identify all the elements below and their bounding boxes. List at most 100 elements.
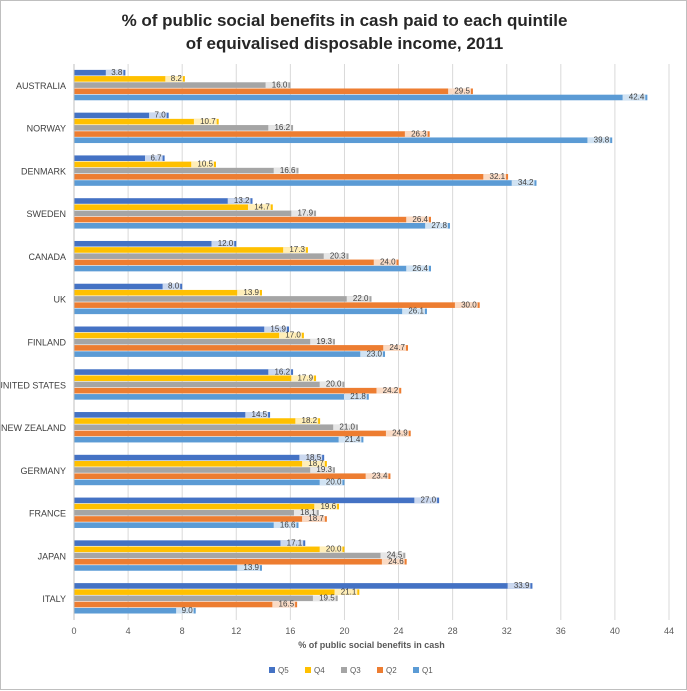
x-tick-label: 28: [448, 626, 458, 636]
x-tick-label: 8: [180, 626, 185, 636]
legend-swatch: [341, 667, 347, 673]
data-label-bg: [264, 326, 288, 333]
data-label: 20.0: [326, 545, 342, 554]
data-label-bg: [365, 473, 389, 480]
data-label-bg: [299, 454, 323, 461]
category-label: UK: [53, 295, 66, 305]
data-label: 24.5: [387, 551, 403, 560]
bar: [74, 338, 335, 345]
category-label: FINLAND: [27, 338, 66, 348]
data-label-bg: [373, 259, 397, 266]
data-label: 13.9: [243, 563, 259, 572]
category-label: SWEDEN: [26, 209, 66, 219]
x-tick-label: 0: [71, 626, 76, 636]
data-label: 17.3: [289, 245, 305, 254]
bar: [74, 180, 537, 186]
data-label: 22.0: [353, 294, 369, 303]
data-label: 16.2: [274, 123, 290, 132]
bar: [74, 424, 358, 431]
data-label-bg: [272, 601, 296, 608]
data-label: 21.0: [339, 422, 355, 431]
data-label-bg: [237, 289, 260, 296]
bar: [74, 387, 402, 394]
data-label-bg: [381, 558, 405, 565]
data-label-bg: [323, 253, 347, 259]
bar: [74, 503, 340, 510]
data-label: 20.3: [330, 251, 346, 260]
data-label: 10.5: [197, 160, 213, 169]
bar: [74, 381, 345, 388]
x-tick-label: 44: [664, 626, 674, 636]
bar: [74, 69, 126, 76]
data-label-bg: [425, 222, 448, 229]
legend-label: Q3: [350, 666, 361, 675]
data-label: 14.5: [252, 410, 268, 419]
data-label: 23.4: [372, 471, 388, 480]
bar: [74, 332, 304, 339]
category-label: FRANCE: [29, 509, 66, 519]
category-label: NORWAY: [27, 124, 66, 134]
data-label: 34.2: [518, 178, 534, 187]
data-label: 24.0: [380, 258, 396, 267]
bar: [74, 161, 216, 168]
bar: [74, 265, 431, 272]
data-label-bg: [334, 589, 358, 595]
data-label-bg: [383, 345, 407, 351]
x-tick-label: 24: [394, 626, 404, 636]
data-label: 19.5: [319, 594, 335, 603]
data-label-bg: [237, 565, 260, 571]
x-tick-label: 12: [231, 626, 241, 636]
chart-title-line-1: % of public social benefits in cash paid…: [121, 11, 568, 30]
data-label: 27.0: [421, 496, 437, 505]
category-label: NEW ZEALAND: [1, 423, 66, 433]
data-label-bg: [406, 216, 429, 223]
data-label-bg: [191, 161, 214, 168]
data-label-bg: [211, 240, 235, 247]
data-label: 18.5: [306, 453, 322, 462]
data-label: 33.9: [514, 581, 530, 590]
data-label-bg: [283, 247, 306, 253]
bar: [74, 326, 290, 333]
category-label: GERMANY: [20, 466, 66, 476]
bar: [74, 302, 480, 308]
legend-swatch: [305, 667, 311, 673]
bar: [74, 112, 169, 119]
data-label: 20.0: [326, 478, 342, 487]
data-label: 16.6: [280, 520, 296, 529]
data-label-bg: [507, 583, 531, 589]
bar: [74, 345, 409, 351]
data-label-bg: [360, 351, 384, 357]
data-label-bg: [273, 167, 297, 174]
data-label-bg: [333, 424, 356, 431]
bar: [74, 94, 648, 101]
bar: [74, 418, 321, 424]
data-label-bg: [343, 394, 367, 400]
bar: [74, 589, 360, 595]
data-label: 12.0: [218, 239, 234, 248]
bar: [74, 565, 262, 571]
chart-title-line-2: of equivalised disposable income, 2011: [185, 34, 504, 53]
data-label: 8.2: [171, 74, 183, 83]
bar: [74, 296, 372, 302]
data-label-bg: [338, 436, 362, 443]
data-label: 24.2: [383, 386, 399, 395]
data-label-bg: [319, 546, 343, 553]
data-label-bg: [280, 540, 304, 546]
bar: [74, 118, 219, 125]
bar: [74, 198, 253, 204]
data-label-bg: [291, 375, 315, 382]
data-label: 24.9: [392, 429, 408, 438]
data-label: 7.0: [155, 111, 167, 120]
data-label: 27.8: [431, 221, 447, 230]
data-label-bg: [312, 595, 336, 602]
data-label: 13.2: [234, 196, 250, 205]
data-label-bg: [165, 76, 183, 82]
data-label-bg: [291, 210, 315, 217]
data-label-bg: [622, 94, 646, 101]
data-label: 23.0: [366, 349, 382, 358]
data-label: 18.2: [302, 416, 318, 425]
x-tick-label: 32: [502, 626, 512, 636]
data-label: 26.4: [412, 264, 428, 273]
data-label: 20.0: [326, 380, 342, 389]
